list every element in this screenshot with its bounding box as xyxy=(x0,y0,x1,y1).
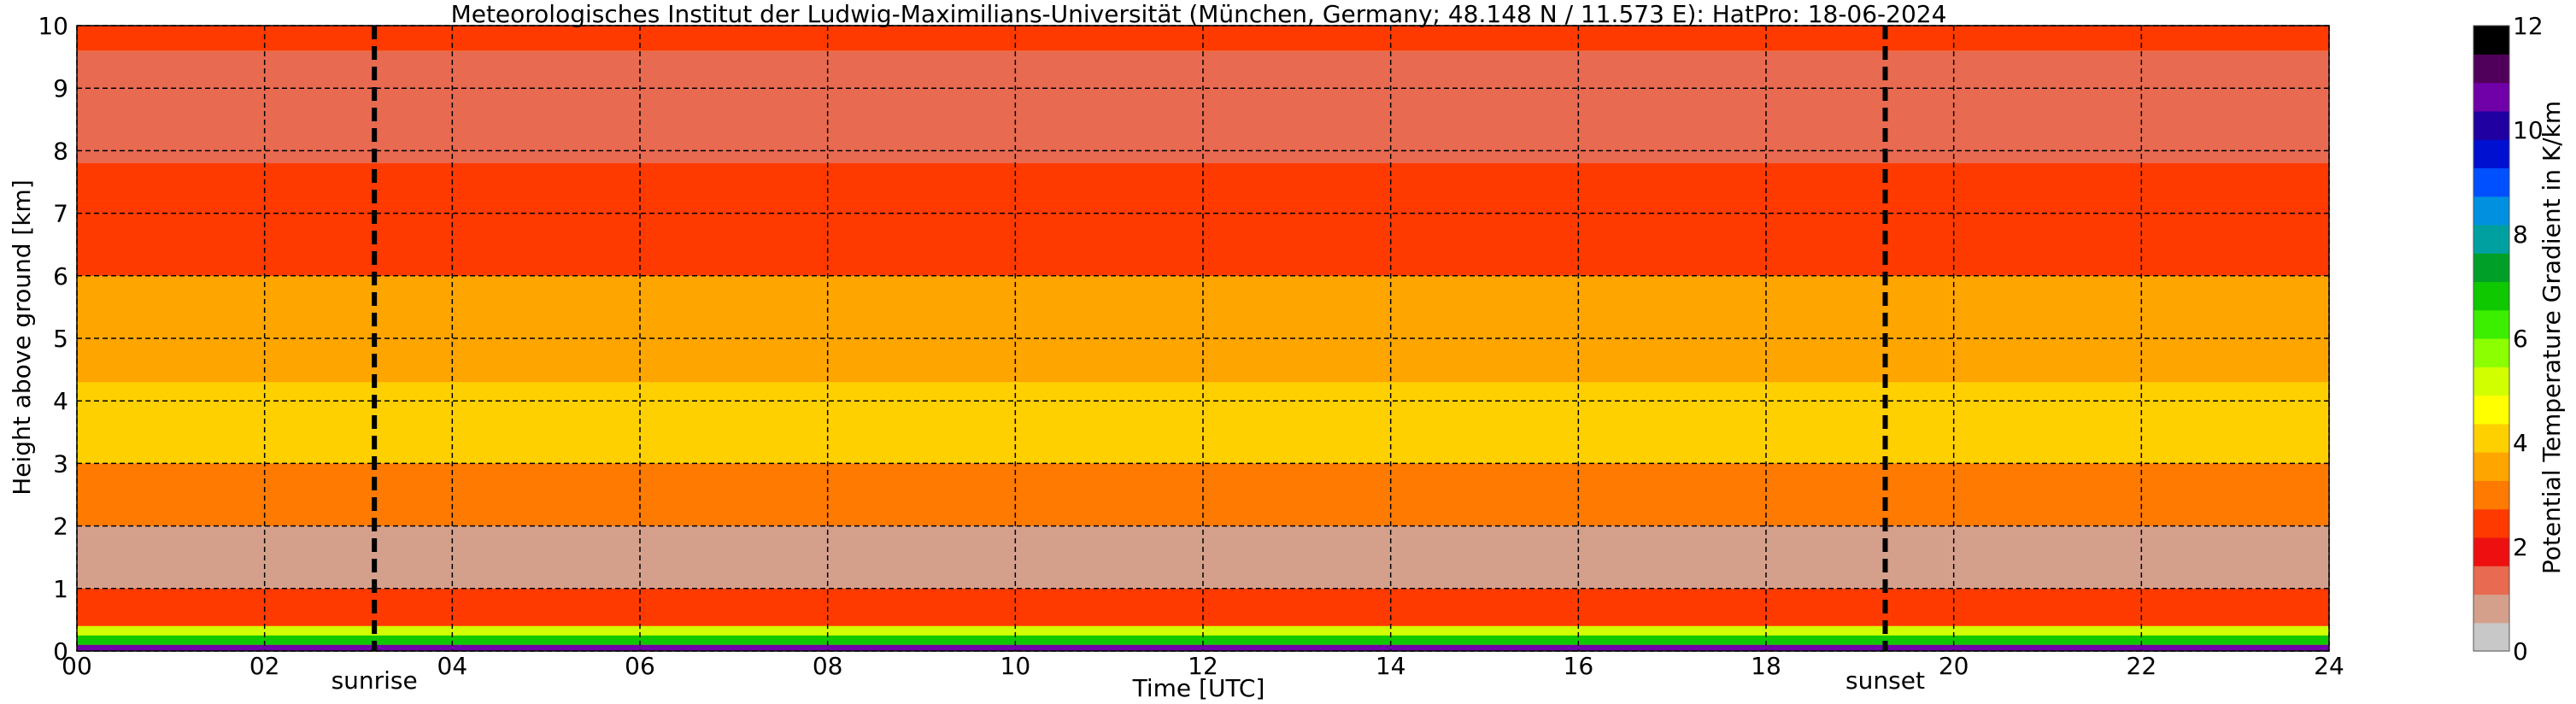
colorbar-swatch xyxy=(2473,622,2509,652)
colorbar-swatch xyxy=(2473,452,2509,481)
colorbar-swatch xyxy=(2473,167,2509,197)
colorbar: 0 2 4 6 8 10 12 xyxy=(2473,12,2544,666)
colorbar-tick-label: 0 xyxy=(2513,637,2528,666)
colorbar-swatch xyxy=(2473,196,2509,226)
colorbar-swatch xyxy=(2473,54,2509,84)
sunset-label: sunset xyxy=(1845,666,1925,695)
colorbar-tick-label: 8 xyxy=(2513,220,2528,249)
colorbar-swatch xyxy=(2473,224,2509,254)
colorbar-swatch xyxy=(2473,82,2509,112)
plot-frame xyxy=(76,25,2330,652)
colorbar-swatch xyxy=(2473,338,2509,367)
x-tick-label: 02 xyxy=(249,652,280,680)
colorbar-swatch xyxy=(2473,508,2509,538)
x-tick-label: 04 xyxy=(437,652,468,680)
heatmap-band-1 xyxy=(77,635,2329,645)
colorbar-swatch xyxy=(2473,139,2509,168)
colorbar-tick-label: 12 xyxy=(2513,12,2544,40)
colorbar-tick-label: 10 xyxy=(2513,116,2544,144)
y-axis-label: Height above ground [km] xyxy=(8,179,36,496)
sun-markers: sunrise sunset xyxy=(332,26,1925,695)
y-tick-label: 7 xyxy=(53,200,68,228)
heatmap-band-8 xyxy=(77,200,2329,276)
colorbar-swatch xyxy=(2473,110,2509,140)
y-tick-label: 2 xyxy=(53,513,68,541)
colorbar-swatch xyxy=(2473,281,2509,311)
x-tick-label: 22 xyxy=(2127,652,2157,680)
colorbar-tick-label: 6 xyxy=(2513,325,2528,353)
x-tick-label: 00 xyxy=(62,652,92,680)
heatmap-band-0 xyxy=(77,644,2329,651)
y-tick-label: 10 xyxy=(38,12,68,40)
x-tick-label: 06 xyxy=(625,652,655,680)
colorbar-swatch xyxy=(2473,367,2509,396)
colorbar-tick-label: 4 xyxy=(2513,429,2528,457)
colorbar-swatch xyxy=(2473,537,2509,566)
colorbar-swatch xyxy=(2473,309,2509,339)
y-tick-label: 0 xyxy=(53,637,68,666)
x-tick-label: 20 xyxy=(1939,652,1969,680)
colorbar-swatch xyxy=(2473,395,2509,425)
y-tick-label: 3 xyxy=(53,449,68,478)
x-tick-label: 10 xyxy=(1000,652,1031,680)
colorbar-swatch xyxy=(2473,26,2509,55)
chart-title: Meteorologisches Institut der Ludwig-Max… xyxy=(451,0,1947,28)
colorbar-swatch xyxy=(2473,253,2509,283)
colorbar-tick-label: 2 xyxy=(2513,533,2528,561)
x-tick-label: 16 xyxy=(1564,652,1594,680)
colorbar-frame xyxy=(2473,25,2510,652)
y-tick-label: 9 xyxy=(53,74,68,103)
colorbar-label: Potential Temperature Gradient in K/km xyxy=(2538,101,2566,574)
y-tick-label: 8 xyxy=(53,137,68,165)
x-tick-label: 08 xyxy=(813,652,843,680)
x-tick-label: 12 xyxy=(1188,652,1218,680)
x-tick-label: 24 xyxy=(2314,652,2344,680)
heatmap-band-2 xyxy=(77,625,2329,636)
sunrise-label: sunrise xyxy=(332,666,418,695)
colorbar-swatch xyxy=(2473,423,2509,453)
x-tick-label: 18 xyxy=(1751,652,1781,680)
colorbar-swatch xyxy=(2473,566,2509,595)
x-tick-label: 14 xyxy=(1376,652,1406,680)
x-axis-label: Time [UTC] xyxy=(1132,674,1265,702)
colorbar-swatch xyxy=(2473,594,2509,624)
y-tick-label: 5 xyxy=(53,325,68,353)
y-tick-label: 6 xyxy=(53,262,68,290)
y-tick-label: 1 xyxy=(53,575,68,603)
colorbar-swatch xyxy=(2473,480,2509,510)
y-tick-label: 4 xyxy=(53,387,68,415)
